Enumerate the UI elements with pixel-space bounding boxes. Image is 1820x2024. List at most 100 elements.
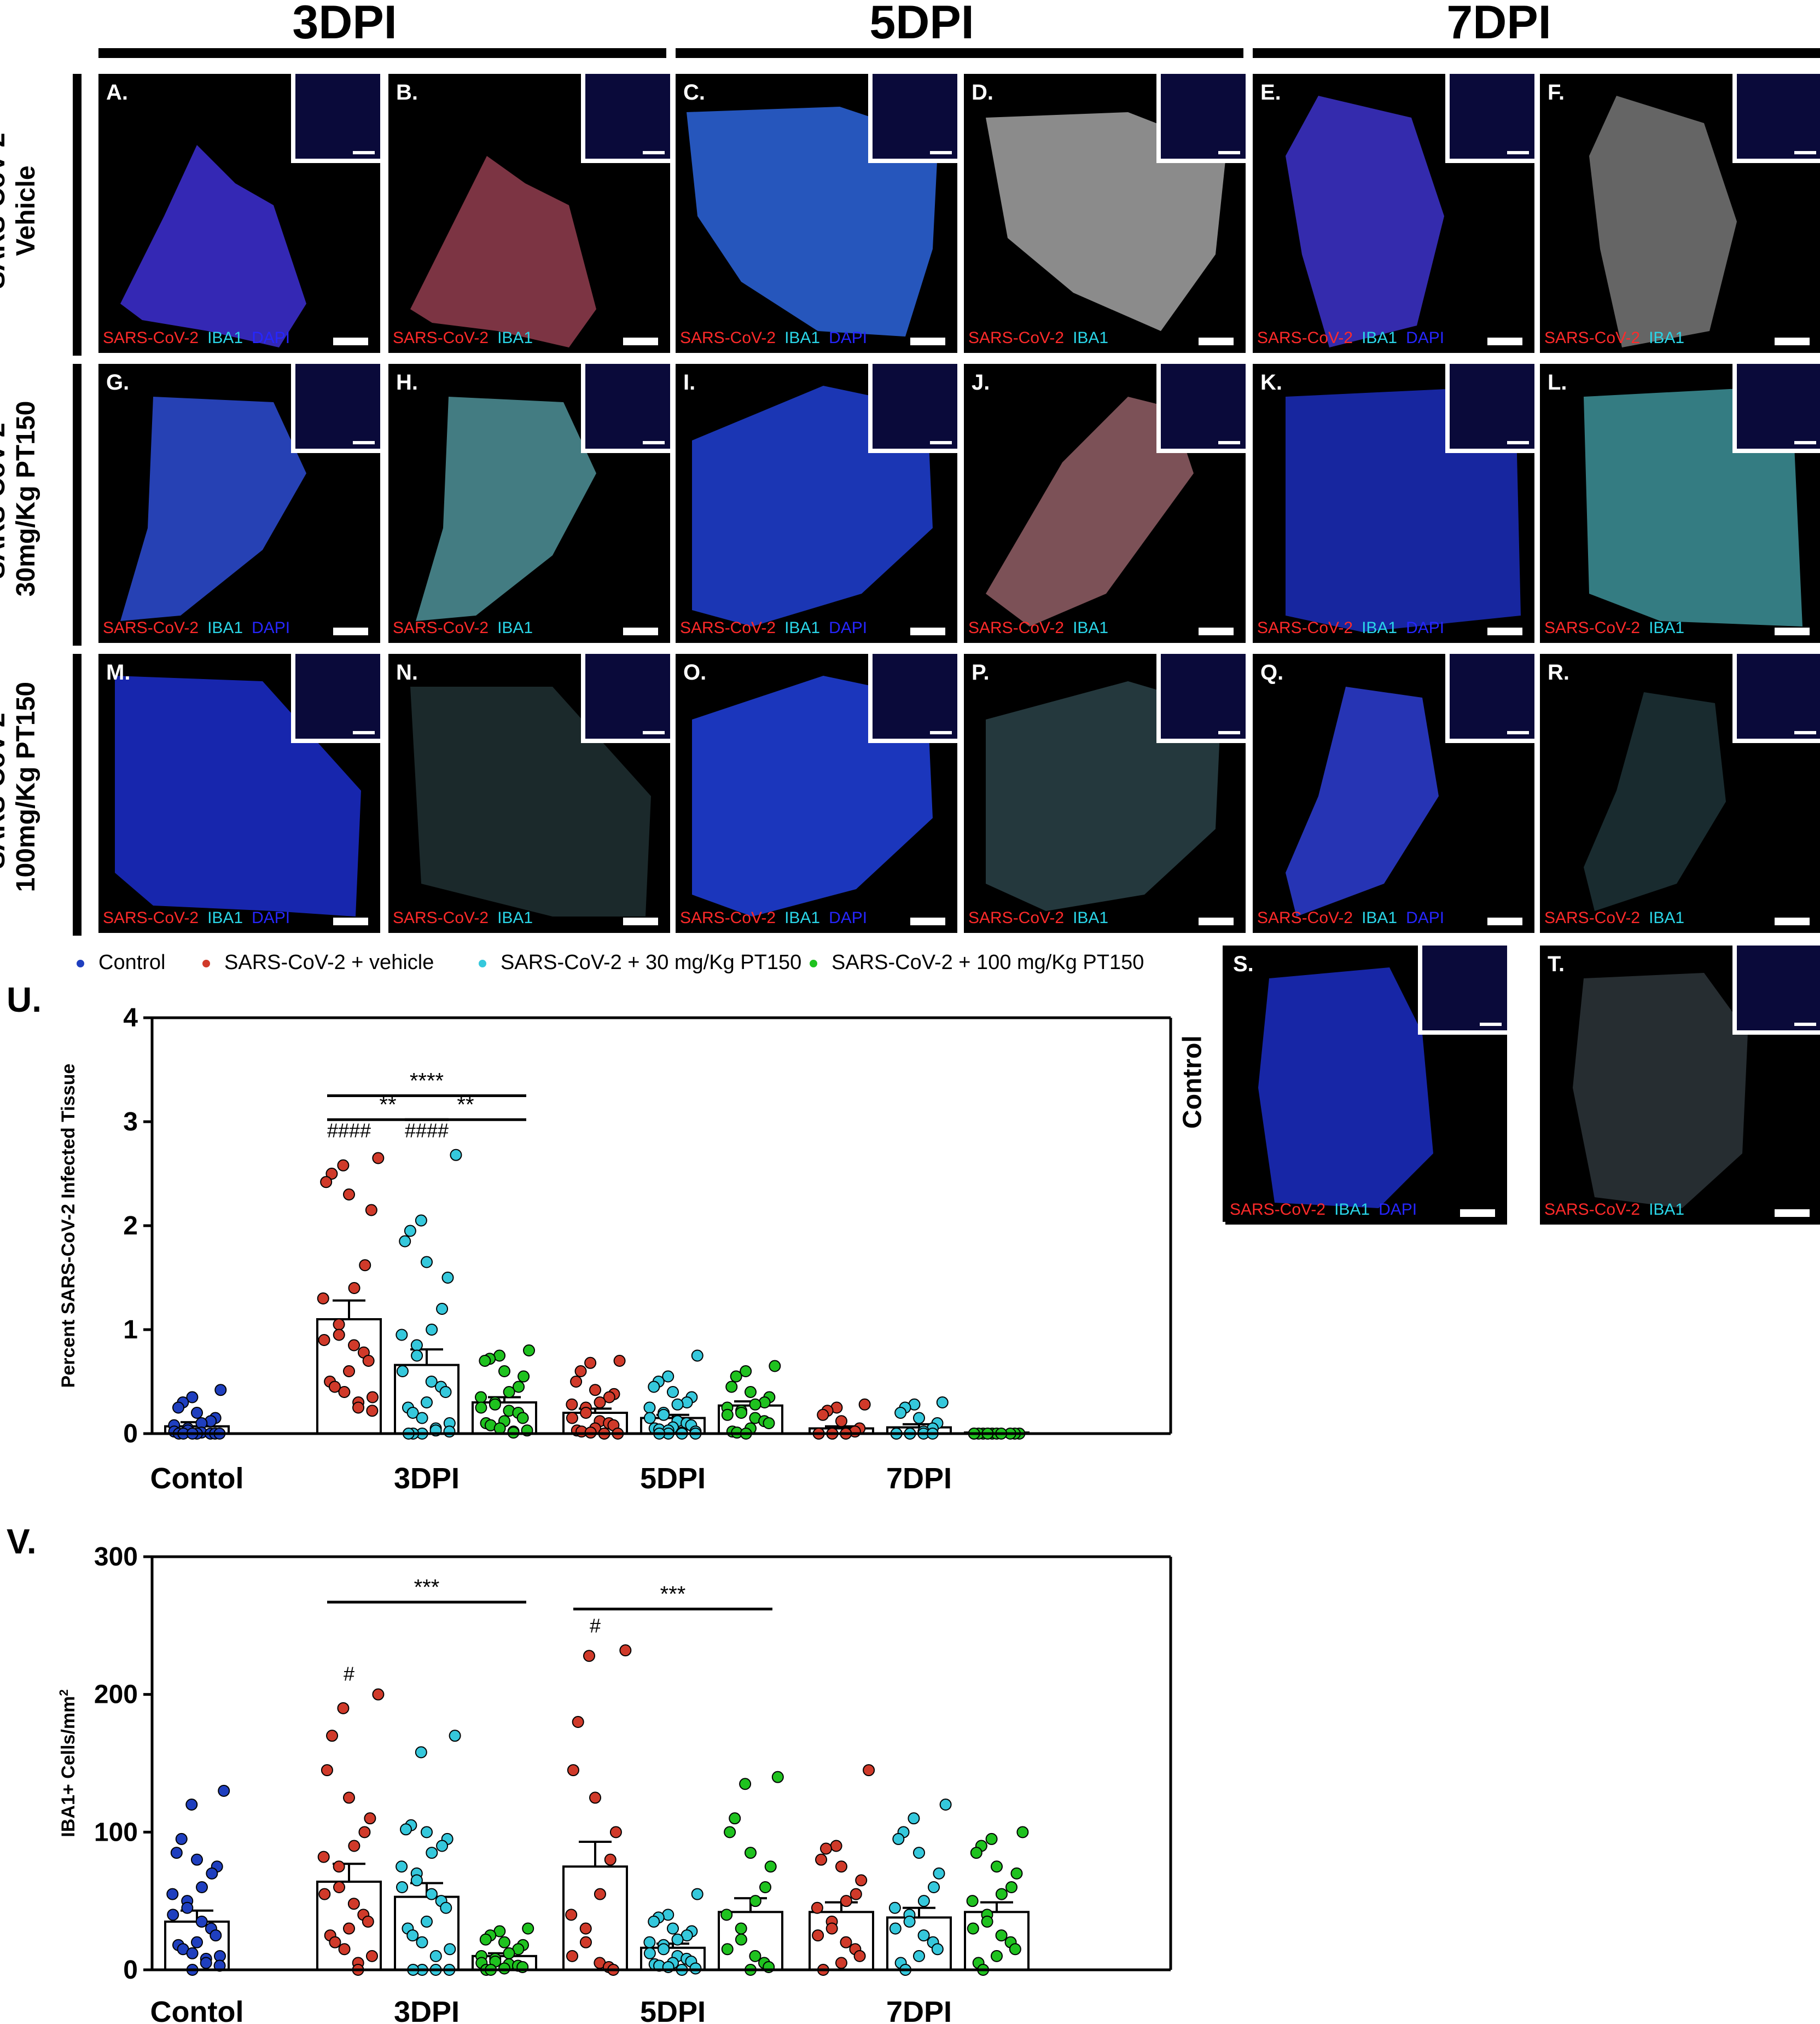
panel-letter: L. xyxy=(1548,370,1567,395)
data-point xyxy=(609,1826,622,1839)
data-point xyxy=(991,1950,1003,1962)
stain-legend: SARS-CoV-2 IBA1 xyxy=(393,329,533,347)
data-point xyxy=(333,1329,345,1341)
inset-scale-bar xyxy=(643,151,665,154)
data-point xyxy=(489,1398,501,1411)
x-category-label: 7DPI xyxy=(886,1996,952,2024)
inset-scale-bar xyxy=(1507,441,1529,444)
data-point xyxy=(328,1381,341,1393)
significance-stars: **** xyxy=(410,1069,444,1093)
data-point xyxy=(362,1915,374,1928)
micrograph-panel-g: G. SARS-CoV-2 IBA1 DAPI xyxy=(98,364,380,643)
inset-scale-bar xyxy=(1218,441,1240,444)
column-bar-3dpi xyxy=(98,48,666,58)
data-point xyxy=(503,1386,515,1398)
data-point xyxy=(749,1398,761,1411)
data-point xyxy=(913,1412,925,1424)
inset-scale-bar xyxy=(1507,151,1529,154)
data-point xyxy=(444,1943,456,1956)
data-point xyxy=(421,1826,433,1839)
tissue-outline xyxy=(1584,692,1726,911)
stain-legend: SARS-CoV-2 IBA1 DAPI xyxy=(103,619,290,637)
data-point xyxy=(928,1881,940,1893)
lung-tissue-section xyxy=(1286,687,1439,917)
stain-virus-label: SARS-CoV-2 xyxy=(1544,329,1641,347)
micrograph-panel-b: B. SARS-CoV-2 IBA1 xyxy=(388,74,670,353)
x-category-label: Contol xyxy=(150,1462,244,1495)
panel-letter: A. xyxy=(106,80,128,105)
data-point xyxy=(1016,1826,1029,1839)
panel-letter: J. xyxy=(972,370,990,395)
lung-tissue-section xyxy=(986,112,1226,331)
data-point xyxy=(830,1840,842,1852)
data-point xyxy=(835,1415,847,1428)
magnified-inset xyxy=(868,364,957,453)
data-point xyxy=(318,1334,330,1346)
data-point xyxy=(503,1947,515,1959)
panel-letter: M. xyxy=(106,660,131,685)
stain-legend: SARS-CoV-2 IBA1 xyxy=(393,619,533,637)
scale-bar xyxy=(623,918,658,925)
tissue-outline xyxy=(120,145,306,347)
data-point xyxy=(185,1799,198,1811)
micrograph-panel-s: S. SARS-CoV-2 IBA1 DAPI xyxy=(1225,946,1507,1225)
inset-scale-bar xyxy=(1794,731,1816,734)
panel-letter: O. xyxy=(683,660,707,685)
data-point xyxy=(366,1950,378,1962)
stain-legend: SARS-CoV-2 IBA1 DAPI xyxy=(1230,1201,1417,1219)
micrograph-panel-f: F. SARS-CoV-2 IBA1 xyxy=(1540,74,1820,353)
row-label-30mg-line2: 30mg/Kg PT150 xyxy=(11,401,40,597)
micrograph-panel-e: E. SARS-CoV-2 IBA1 DAPI xyxy=(1253,74,1534,353)
stain-marker-label: IBA1 xyxy=(1334,1201,1370,1219)
data-point xyxy=(516,1412,529,1424)
panel-letter: G. xyxy=(106,370,130,395)
stain-nuclear-label: DAPI xyxy=(1406,619,1445,637)
data-point xyxy=(724,1826,736,1839)
stain-marker-label: IBA1 xyxy=(1649,329,1685,347)
magnified-inset xyxy=(581,74,670,163)
magnified-inset xyxy=(1732,654,1820,743)
data-point xyxy=(498,1936,510,1948)
data-point xyxy=(436,1840,449,1852)
data-point xyxy=(570,1376,583,1388)
row-label-100mg: SARS-CoV-2 100mg/Kg PT150 xyxy=(0,682,41,892)
data-point xyxy=(347,1898,360,1910)
data-point xyxy=(343,1791,355,1804)
stain-virus-label: SARS-CoV-2 xyxy=(1257,329,1353,347)
data-point xyxy=(321,1764,333,1777)
stain-marker-label: IBA1 xyxy=(1362,329,1398,347)
stain-marker-label: IBA1 xyxy=(207,329,243,347)
micrograph-panel-l: L. SARS-CoV-2 IBA1 xyxy=(1540,364,1820,643)
stain-marker-label: IBA1 xyxy=(1073,329,1109,347)
stain-nuclear-label: DAPI xyxy=(252,909,290,927)
data-point xyxy=(759,1881,771,1893)
data-point xyxy=(206,1867,218,1880)
inset-scale-bar xyxy=(930,731,952,734)
data-point xyxy=(769,1360,781,1372)
scale-bar xyxy=(1487,918,1522,925)
data-point xyxy=(643,1401,656,1414)
data-point xyxy=(325,1168,338,1180)
panel-letter: E. xyxy=(1260,80,1281,105)
scale-bar xyxy=(910,338,945,345)
stain-virus-label: SARS-CoV-2 xyxy=(103,909,199,927)
stain-marker-label: IBA1 xyxy=(207,909,243,927)
scale-bar xyxy=(1775,1209,1810,1217)
data-point xyxy=(691,1888,703,1900)
micrograph-panel-d: D. SARS-CoV-2 IBA1 xyxy=(964,74,1246,353)
y-axis-label: IBA1+ Cells/mm2 xyxy=(57,1689,79,1837)
scale-bar xyxy=(1775,628,1810,635)
data-point xyxy=(894,1407,907,1419)
data-point xyxy=(218,1784,230,1797)
magnified-inset xyxy=(1156,364,1246,453)
magnified-inset xyxy=(581,654,670,743)
legend-control: Control xyxy=(77,951,166,975)
tissue-outline xyxy=(1573,973,1748,1208)
data-point xyxy=(720,1909,733,1921)
lung-tissue-section xyxy=(1584,692,1726,911)
data-point xyxy=(819,1842,832,1855)
lung-tissue-section xyxy=(410,687,651,917)
stain-legend: SARS-CoV-2 IBA1 xyxy=(1544,329,1684,347)
y-tick-label: 4 xyxy=(123,1004,138,1033)
data-point xyxy=(399,1823,412,1836)
